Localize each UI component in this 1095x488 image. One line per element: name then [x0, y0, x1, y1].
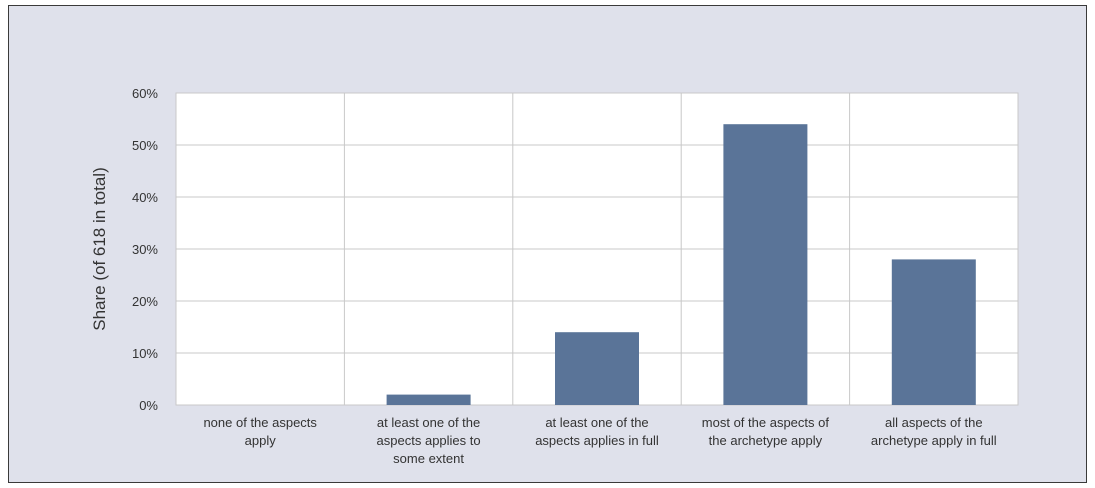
x-category-label: at least one of the aspects applies to som…: [377, 415, 481, 466]
bars: [386, 124, 976, 405]
x-category-label: at least one of the aspects applies in fu…: [535, 415, 659, 448]
bar-chart: 0% 10% 20% 30% 40% 50% 60% none of the aspects…: [90, 86, 1019, 466]
x-category-label: most of the aspects of the archetype appl…: [702, 415, 830, 448]
y-tick-label: 30%: [132, 242, 158, 257]
bar: [555, 332, 639, 405]
y-tick-label: 10%: [132, 346, 158, 361]
x-category-label: all aspects of the archetype apply in ful…: [871, 415, 997, 448]
y-axis-ticks: 0% 10% 20% 30% 40% 50% 60%: [132, 86, 158, 413]
bar: [891, 259, 976, 405]
y-tick-label: 50%: [132, 138, 158, 153]
y-axis-label: Share (of 618 in total): [90, 167, 109, 330]
y-tick-label: 20%: [132, 294, 158, 309]
bar: [723, 124, 808, 405]
gridlines: [176, 92, 1018, 406]
x-category-label: none of the aspects apply: [203, 415, 317, 448]
y-tick-label: 60%: [132, 86, 158, 101]
y-tick-label: 0%: [139, 398, 158, 413]
bar: [386, 394, 471, 405]
y-tick-label: 40%: [132, 190, 158, 205]
x-axis-categories: none of the aspects apply at least one of …: [203, 415, 996, 466]
chart-frame: 0% 10% 20% 30% 40% 50% 60% none of the aspects…: [8, 5, 1087, 483]
